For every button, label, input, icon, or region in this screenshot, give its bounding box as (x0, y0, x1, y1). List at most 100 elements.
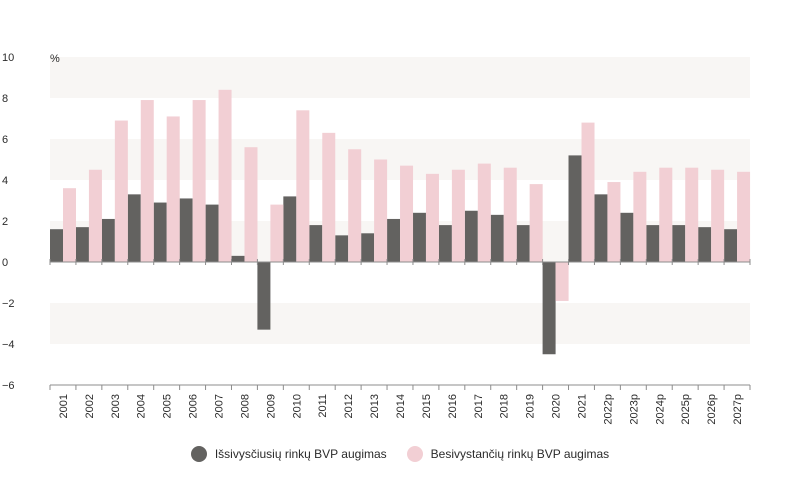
bar-developed (438, 225, 452, 262)
y-tick-labels: 10 8 6 4 2 0 −2 −4 −6 (2, 52, 15, 392)
bar-developed (464, 210, 478, 262)
x-tick-label: 2015 (421, 394, 433, 418)
x-tick-label: 2025p (680, 394, 692, 425)
x-tick-labels: 2001 2002 2003 2004 2005 2006 2007 2008 2009 2010… (58, 394, 744, 425)
bar-emerging (425, 173, 439, 262)
legend-label-developed: Išsivysčiusių rinkų BVP augimas (214, 447, 387, 461)
bar-developed (412, 212, 426, 262)
bar-developed (335, 235, 349, 262)
legend: Išsivysčiusių rinkų BVP augimas Besivyst… (0, 446, 800, 462)
x-tick-label: 2016 (447, 394, 459, 418)
bar-emerging (555, 262, 569, 301)
bar-developed (257, 262, 271, 330)
x-tick-label: 2018 (499, 394, 511, 418)
x-tick-label: 2026p (706, 394, 718, 425)
bar-emerging (633, 171, 647, 262)
x-tick-label: 2011 (317, 394, 329, 418)
bar-emerging (711, 169, 725, 262)
y-tick-label: 10 (2, 52, 14, 64)
y-tick-label: 0 (2, 257, 8, 269)
bar-emerging (270, 204, 284, 262)
y-tick-label: −4 (2, 339, 15, 351)
bar-emerging (192, 100, 206, 262)
bar-developed (205, 204, 219, 262)
background-band (50, 57, 750, 98)
bar-developed (594, 194, 608, 262)
x-tick-label: 2017 (473, 394, 485, 418)
x-tick-label: 2020 (551, 394, 563, 418)
bar-emerging (477, 163, 491, 262)
bar-developed (231, 255, 245, 262)
bar-emerging (451, 169, 465, 262)
bar-emerging (140, 100, 154, 262)
bar-emerging (296, 110, 310, 262)
x-tick-label: 2008 (239, 394, 251, 418)
bar-emerging (659, 167, 673, 262)
bar-emerging (114, 120, 128, 262)
bar-developed (101, 218, 115, 262)
bar-emerging (737, 171, 751, 262)
bar-emerging (218, 89, 232, 262)
y-unit-label: % (50, 53, 60, 65)
y-tick-label: 2 (2, 216, 8, 228)
bar-emerging (685, 167, 699, 262)
legend-item-emerging: Besivystančių rinkų BVP augimas (406, 446, 610, 462)
x-tick-label: 2007 (214, 394, 226, 418)
bar-developed (283, 196, 297, 262)
bar-emerging (244, 147, 258, 262)
bar-emerging (581, 122, 595, 262)
legend-swatch-developed (190, 446, 207, 462)
x-tick-label: 2012 (343, 394, 355, 418)
legend-swatch-emerging (406, 446, 423, 462)
bar-developed (542, 262, 556, 355)
x-tick-label: 2010 (291, 394, 303, 418)
bar-developed (724, 229, 738, 262)
bar-emerging (374, 159, 388, 262)
bar-developed (309, 225, 323, 262)
background-band (50, 303, 750, 344)
bar-developed (646, 225, 660, 262)
bar-emerging (503, 167, 517, 262)
x-tick-label: 2027p (732, 394, 744, 425)
x-tick-label: 2002 (84, 394, 96, 418)
bar-developed (672, 225, 686, 262)
y-tick-label: 6 (2, 134, 8, 146)
axes (49, 259, 751, 390)
x-tick-label: 2023p (628, 394, 640, 425)
bar-emerging (400, 165, 414, 262)
bar-developed (568, 155, 582, 262)
y-tick-label: −2 (2, 298, 15, 310)
bar-emerging (529, 184, 543, 262)
x-tick-label: 2009 (265, 394, 277, 418)
x-tick-label: 2001 (58, 394, 70, 418)
legend-label-emerging: Besivystančių rinkų BVP augimas (430, 447, 610, 461)
y-tick-label: −6 (2, 380, 15, 392)
bar-developed (387, 218, 401, 262)
x-tick-label: 2021 (576, 394, 588, 418)
bar-developed (127, 194, 141, 262)
bar-developed (698, 227, 712, 262)
x-tick-label: 2004 (136, 394, 148, 418)
bar-emerging (607, 182, 621, 262)
bar-developed (490, 214, 504, 262)
x-tick-label: 2019 (525, 394, 537, 418)
bar-emerging (322, 132, 336, 262)
bar-emerging (88, 169, 102, 262)
x-tick-label: 2003 (110, 394, 122, 418)
x-tick-label: 2024p (654, 394, 666, 425)
bar-developed (153, 202, 167, 262)
x-tick-label: 2006 (188, 394, 200, 418)
bars (50, 89, 751, 355)
x-tick-label: 2022p (602, 394, 614, 425)
background-band (50, 139, 750, 180)
bar-emerging (348, 149, 362, 262)
y-tick-label: 8 (2, 93, 8, 105)
bar-developed (361, 233, 375, 262)
bar-developed (50, 229, 63, 262)
bar-emerging (63, 188, 76, 262)
bar-emerging (166, 116, 180, 262)
y-tick-label: 4 (2, 175, 8, 187)
legend-item-developed: Išsivysčiusių rinkų BVP augimas (190, 446, 387, 462)
